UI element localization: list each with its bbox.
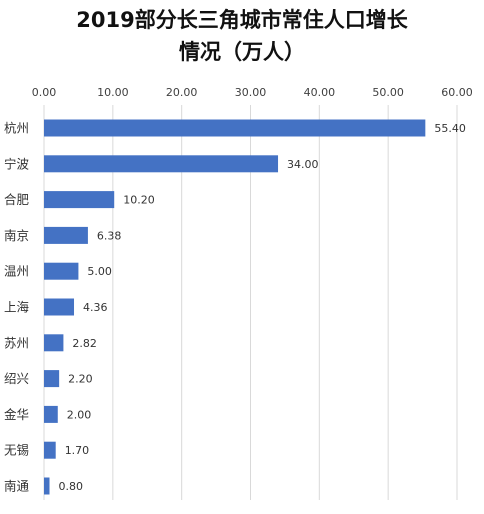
category-label: 南通: [4, 479, 30, 494]
bar: [44, 298, 75, 316]
bar: [44, 405, 58, 423]
category-label: 宁波: [4, 156, 30, 171]
bar: [44, 262, 79, 280]
bars: [44, 119, 426, 495]
bar: [44, 477, 50, 495]
x-tick-label: 20.00: [166, 86, 198, 99]
category-label: 上海: [4, 300, 30, 315]
x-tick-label: 40.00: [304, 86, 336, 99]
x-axis-tick-labels: 0.00 10.00 20.00 30.00 40.00 50.00 60.00: [32, 86, 473, 99]
value-label: 5.00: [87, 265, 112, 278]
bar: [44, 334, 64, 352]
bar: [44, 155, 279, 173]
value-label: 2.00: [67, 408, 92, 421]
chart-title-line-1: 2019部分长三角城市常住人口增长: [76, 8, 408, 32]
category-label: 杭州: [4, 121, 29, 136]
chart-title-line-2: 情况（万人）: [179, 40, 305, 64]
value-label: 2.20: [68, 373, 93, 386]
value-label: 55.40: [434, 122, 466, 135]
x-tick-label: 50.00: [372, 86, 404, 99]
bar: [44, 441, 56, 459]
value-label: 1.70: [65, 444, 90, 457]
category-label: 合肥: [4, 192, 30, 207]
category-label: 绍兴: [4, 371, 29, 386]
value-label: 10.20: [123, 194, 154, 207]
x-tick-label: 10.00: [97, 86, 129, 99]
bar: [44, 119, 426, 137]
value-labels: 55.40 34.00 10.20 6.38 5.00 4.36 2.82 2.20 2.00 1…: [59, 122, 466, 493]
x-tick-label: 0.00: [32, 86, 57, 99]
bar: [44, 370, 60, 388]
x-tick-label: 60.00: [441, 86, 473, 99]
category-label: 南京: [4, 228, 29, 243]
bar: [44, 191, 115, 209]
value-label: 0.80: [59, 480, 84, 493]
value-label: 34.00: [287, 158, 319, 171]
category-label: 苏州: [4, 335, 29, 350]
bar: [44, 226, 88, 244]
category-label: 金华: [4, 407, 29, 422]
value-label: 6.38: [97, 229, 122, 242]
category-label: 无锡: [4, 443, 29, 458]
x-tick-label: 30.00: [235, 86, 267, 99]
value-label: 2.82: [72, 337, 97, 350]
value-label: 4.36: [83, 301, 108, 314]
category-label: 温州: [4, 264, 29, 279]
